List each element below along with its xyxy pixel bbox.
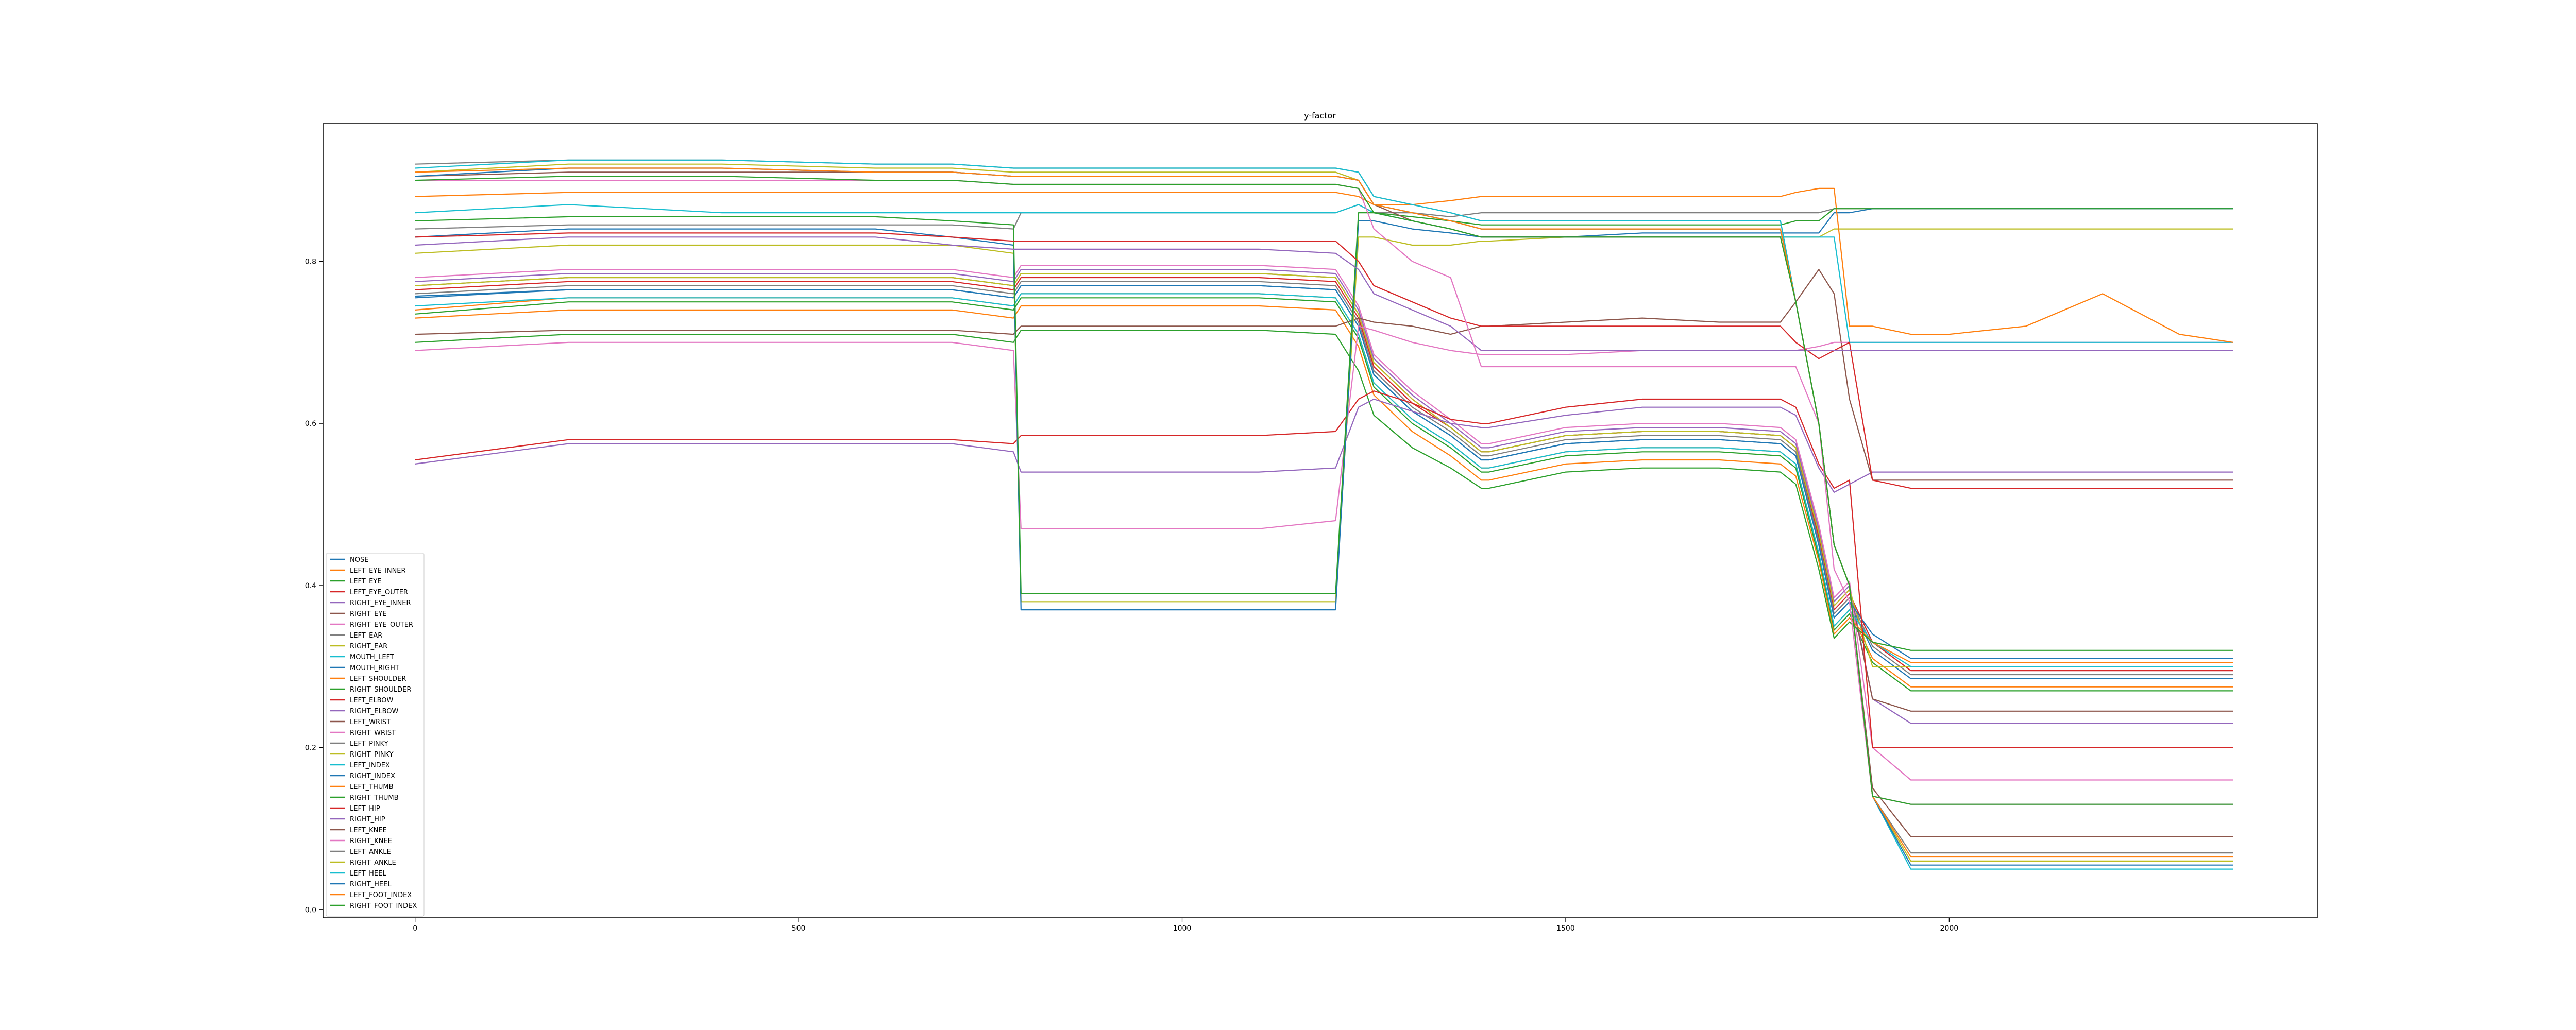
- x-tick-label: 1500: [1556, 924, 1575, 933]
- legend-label: LEFT_EAR: [350, 632, 382, 640]
- legend-label: LEFT_EYE_OUTER: [350, 589, 408, 596]
- legend-label: RIGHT_EYE_INNER: [350, 599, 411, 607]
- y-tick-label: 0.8: [305, 258, 316, 266]
- legend: NOSE LEFT_EYE_INNER LEFT_EYE LEFT_EYE_OUTER…: [326, 553, 425, 917]
- legend-label: RIGHT_WRIST: [350, 729, 396, 737]
- x-tick-label: 2000: [1940, 924, 1959, 933]
- y-tick-label: 0.4: [305, 582, 316, 590]
- legend-label: LEFT_EYE_INNER: [350, 567, 406, 575]
- series-line-11: [415, 305, 2233, 663]
- legend-label: RIGHT_THUMB: [350, 794, 399, 802]
- legend-label: LEFT_KNEE: [350, 827, 387, 834]
- series-line-23: [415, 232, 2233, 489]
- series-line-14: [415, 398, 2233, 493]
- legend-label: RIGHT_ELBOW: [350, 708, 399, 715]
- x-tick-label: 500: [792, 924, 806, 933]
- series-layer: [415, 159, 2233, 870]
- legend-label: LEFT_INDEX: [350, 762, 390, 769]
- legend-label: LEFT_HEEL: [350, 870, 386, 878]
- legend-label: NOSE: [350, 556, 368, 564]
- legend-label: RIGHT_HIP: [350, 816, 385, 823]
- legend-label: LEFT_SHOULDER: [350, 675, 406, 683]
- series-line-13: [415, 390, 2233, 748]
- series-line-32: [415, 176, 2233, 805]
- legend-label: LEFT_EYE: [350, 578, 382, 586]
- legend-label: RIGHT_KNEE: [350, 837, 392, 845]
- legend-label: LEFT_ELBOW: [350, 697, 394, 705]
- x-axis: 0 500 1000 1500 2000: [413, 918, 1958, 933]
- legend-label: LEFT_PINKY: [350, 740, 388, 748]
- legend-label: MOUTH_RIGHT: [350, 664, 399, 672]
- legend-label: MOUTH_LEFT: [350, 654, 394, 661]
- legend-label: RIGHT_HEEL: [350, 881, 392, 888]
- legend-label: RIGHT_EYE: [350, 610, 387, 618]
- legend-label: RIGHT_EYE_OUTER: [350, 621, 413, 629]
- series-line-10: [415, 285, 2233, 659]
- legend-label: LEFT_FOOT_INDEX: [350, 891, 412, 899]
- legend-label: LEFT_HIP: [350, 805, 380, 813]
- plot-area-frame: [323, 123, 2318, 918]
- legend-label: RIGHT_PINKY: [350, 751, 394, 759]
- x-tick-label: 0: [413, 924, 417, 933]
- series-line-29: [415, 159, 2233, 870]
- y-tick-label: 0.0: [305, 906, 316, 914]
- legend-label: LEFT_WRIST: [350, 718, 391, 726]
- legend-box: [326, 553, 425, 917]
- series-line-31: [415, 167, 2233, 858]
- legend-label: RIGHT_EAR: [350, 643, 387, 650]
- series-line-6: [415, 265, 2233, 781]
- y-tick-label: 0.2: [305, 744, 316, 752]
- x-tick-label: 1000: [1173, 924, 1192, 933]
- legend-label: RIGHT_ANKLE: [350, 859, 396, 867]
- series-line-2: [415, 297, 2233, 692]
- legend-label: RIGHT_FOOT_INDEX: [350, 902, 417, 910]
- series-line-7: [415, 281, 2233, 676]
- series-line-8: [415, 272, 2233, 667]
- legend-label: RIGHT_INDEX: [350, 772, 395, 780]
- series-line-24: [415, 236, 2233, 351]
- series-line-4: [415, 269, 2233, 724]
- series-line-21: [415, 187, 2233, 343]
- chart-title: y-factor: [1304, 111, 1336, 121]
- y-tick-label: 0.6: [305, 420, 316, 428]
- legend-label: LEFT_ANKLE: [350, 848, 391, 856]
- legend-label: LEFT_THUMB: [350, 783, 394, 791]
- y-axis: 0.0 0.2 0.4 0.6 0.8: [305, 258, 323, 914]
- legend-label: RIGHT_SHOULDER: [350, 686, 411, 694]
- series-line-22: [415, 208, 2233, 594]
- series-line-9: [415, 293, 2233, 667]
